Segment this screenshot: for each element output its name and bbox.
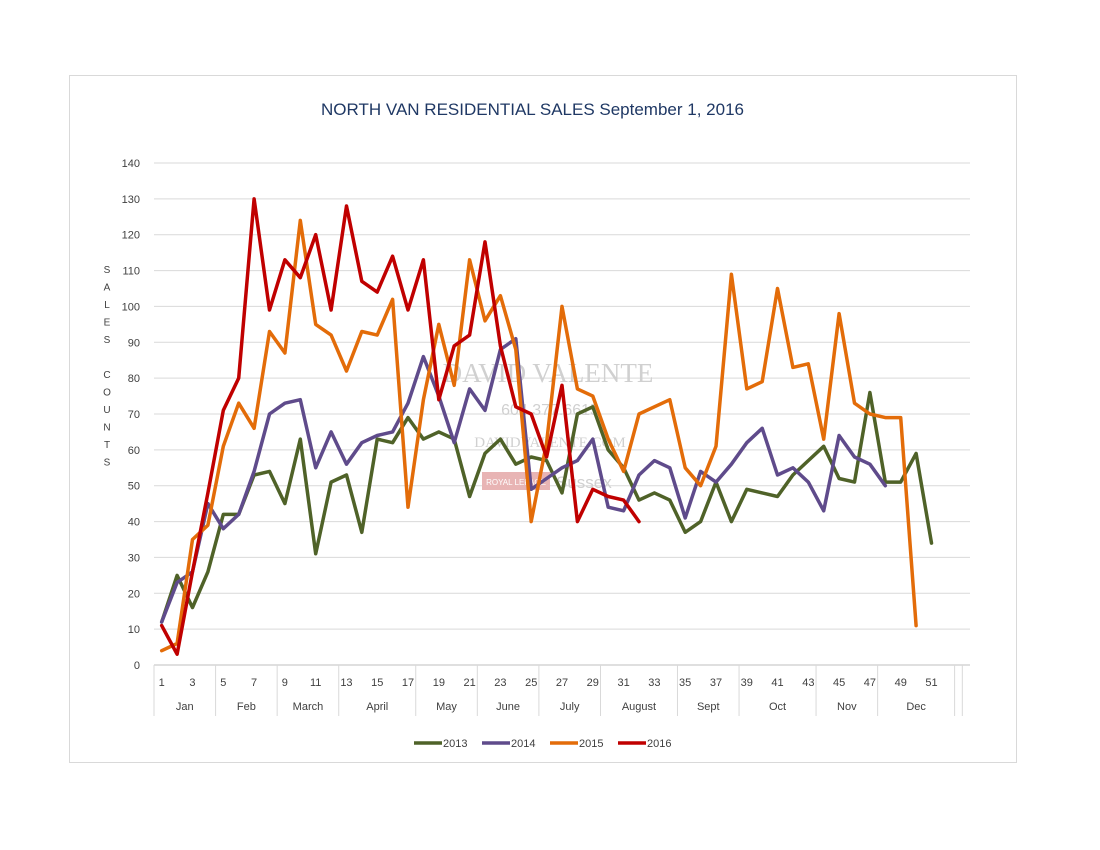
y-tick-label: 10 bbox=[128, 624, 140, 636]
y-axis-label-letter: U bbox=[103, 405, 110, 416]
month-label: July bbox=[560, 701, 580, 713]
series-line-2013 bbox=[159, 390, 934, 624]
y-tick-label: 80 bbox=[128, 373, 140, 385]
month-label: March bbox=[293, 701, 324, 713]
x-tick-label: 11 bbox=[310, 677, 321, 689]
x-tick-label: 3 bbox=[189, 677, 195, 689]
y-tick-label: 110 bbox=[122, 266, 140, 278]
x-tick-label: 43 bbox=[802, 677, 814, 689]
watermark-name: DAVID VALENTE bbox=[443, 358, 654, 388]
watermark-office: Sussex bbox=[556, 473, 612, 492]
y-axis-label-letter: A bbox=[104, 283, 111, 294]
y-tick-label: 140 bbox=[122, 158, 140, 170]
x-tick-label: 15 bbox=[371, 677, 383, 689]
month-label: August bbox=[622, 701, 656, 713]
watermark-brokerage: ROYAL LEPAGE bbox=[486, 478, 546, 487]
x-tick-label: 25 bbox=[525, 677, 537, 689]
y-axis-label-letter: E bbox=[104, 318, 111, 329]
x-tick-label: 41 bbox=[771, 677, 783, 689]
month-label: Dec bbox=[906, 701, 926, 713]
x-tick-label: 47 bbox=[864, 677, 876, 689]
x-tick-label: 23 bbox=[494, 677, 506, 689]
x-tick-label: 13 bbox=[340, 677, 352, 689]
series-line-2016 bbox=[159, 197, 641, 656]
y-tick-label: 20 bbox=[128, 588, 140, 600]
month-label: May bbox=[436, 701, 457, 713]
month-label: Feb bbox=[237, 701, 256, 713]
x-tick-label: 39 bbox=[741, 677, 753, 689]
y-tick-label: 130 bbox=[122, 194, 140, 206]
legend-label-2015: 2015 bbox=[579, 738, 603, 750]
y-axis-label-letter: L bbox=[104, 300, 110, 311]
month-label: Oct bbox=[769, 701, 786, 713]
series-lines bbox=[159, 197, 934, 656]
x-tick-label: 9 bbox=[282, 677, 288, 689]
y-axis-label-letter: S bbox=[104, 335, 111, 346]
y-tick-label: 40 bbox=[128, 517, 140, 529]
y-tick-label: 30 bbox=[128, 552, 140, 564]
x-tick-label: 29 bbox=[587, 677, 599, 689]
brokerage-logo bbox=[482, 472, 550, 490]
y-tick-label: 90 bbox=[128, 337, 140, 349]
y-tick-label: 0 bbox=[134, 660, 140, 672]
x-tick-label: 7 bbox=[251, 677, 257, 689]
chart-frame bbox=[69, 75, 1017, 763]
y-tick-label: 60 bbox=[128, 445, 140, 457]
series-line-2015 bbox=[159, 218, 918, 653]
x-tick-label: 45 bbox=[833, 677, 845, 689]
legend-label-2014: 2014 bbox=[511, 738, 535, 750]
month-label: Nov bbox=[837, 701, 857, 713]
month-label: April bbox=[366, 701, 388, 713]
y-tick-label: 100 bbox=[122, 301, 140, 313]
legend: 2013 2014 2015 2016 bbox=[414, 738, 671, 750]
x-tick-label: 37 bbox=[710, 677, 722, 689]
series-line-2014 bbox=[159, 336, 888, 624]
y-tick-label: 120 bbox=[122, 230, 140, 242]
legend-label-2016: 2016 bbox=[647, 738, 671, 750]
x-tick-label: 31 bbox=[617, 677, 629, 689]
x-tick-label: 49 bbox=[895, 677, 907, 689]
y-axis-label-letter: T bbox=[104, 440, 110, 451]
y-tick-label: 70 bbox=[128, 409, 140, 421]
x-tick-label: 19 bbox=[433, 677, 445, 689]
chart-title: NORTH VAN RESIDENTIAL SALES September 1,… bbox=[321, 100, 744, 119]
y-axis-label-letter: S bbox=[104, 458, 111, 469]
y-tick-label: 50 bbox=[128, 481, 140, 493]
x-tick-label: 21 bbox=[463, 677, 475, 689]
x-tick-label: 51 bbox=[925, 677, 937, 689]
x-tick-label: 33 bbox=[648, 677, 660, 689]
x-tick-label: 17 bbox=[402, 677, 414, 689]
legend-label-2013: 2013 bbox=[443, 738, 467, 750]
month-label: Sept bbox=[697, 701, 720, 713]
month-label: June bbox=[496, 701, 520, 713]
y-axis-label-letter: N bbox=[103, 423, 110, 434]
y-axis-label-letter: O bbox=[103, 388, 111, 399]
x-tick-label: 5 bbox=[220, 677, 226, 689]
x-tick-label: 27 bbox=[556, 677, 568, 689]
y-axis-label-letter: S bbox=[104, 265, 111, 276]
x-tick-label: 35 bbox=[679, 677, 691, 689]
y-axis-label-letter: C bbox=[103, 370, 110, 381]
month-label: Jan bbox=[176, 701, 194, 713]
x-tick-label: 1 bbox=[159, 677, 165, 689]
